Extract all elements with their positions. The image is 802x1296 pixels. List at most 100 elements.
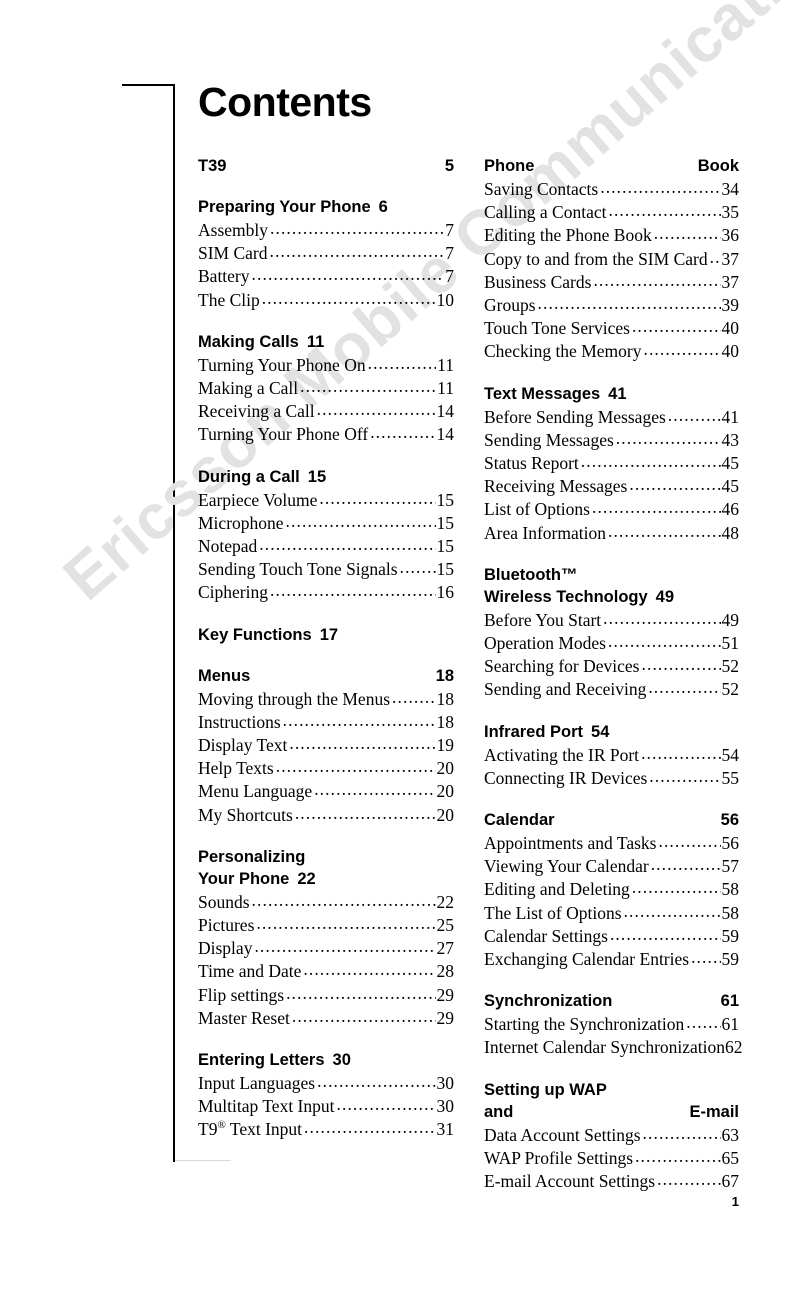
section-heading-page: 6 [378,198,388,216]
dot-leader: ........................................… [317,1071,436,1092]
toc-entry-page: 22 [436,891,455,912]
section-heading-page: 18 [435,666,454,685]
toc-entry[interactable]: Touch Tone Services.....................… [484,316,739,340]
toc-entry-page: 15 [436,489,455,510]
toc-entry[interactable]: Turning Your Phone Off..................… [198,422,455,446]
toc-entry[interactable]: Editing and Deleting....................… [484,877,739,901]
dot-leader: ........................................… [537,293,721,314]
toc-entry[interactable]: WAP Profile Settings....................… [484,1146,739,1170]
section-heading: Key Functions 17 [198,625,454,646]
toc-entry[interactable]: Copy to and from the SIM Card...........… [484,247,740,271]
section-heading-page: 54 [591,722,610,741]
toc-entry-page: 45 [721,453,740,474]
toc-entry-page: 15 [436,512,455,533]
section-heading-page: 49 [655,587,675,606]
dot-leader: ........................................… [269,241,445,262]
toc-entry[interactable]: Calendar Settings.......................… [484,924,739,948]
toc-entry[interactable]: Sounds..................................… [198,890,455,914]
toc-entry[interactable]: Viewing Your Calendar...................… [484,854,739,878]
toc-entry[interactable]: Internet Calendar Synchronization 62 [484,1036,743,1059]
toc-entry[interactable]: Flip settings...........................… [198,983,455,1007]
toc-entry[interactable]: The Clip................................… [198,288,455,312]
toc-entry-page: 19 [436,735,455,756]
dot-leader: ........................................… [641,742,720,763]
toc-entry[interactable]: Making a Call...........................… [198,376,454,400]
toc-entry[interactable]: Display.................................… [198,936,454,960]
toc-entry[interactable]: Instructions............................… [198,710,454,734]
toc-entry[interactable]: Input Languages.........................… [198,1071,454,1095]
toc-entry-title: Making a Call [198,378,299,399]
corner-rule-vertical [173,84,175,1162]
toc-entry[interactable]: Earpiece Volume.........................… [198,488,455,512]
toc-entry[interactable]: Menu Language...........................… [198,779,454,803]
toc-entry[interactable]: The List of Options.....................… [484,901,739,925]
toc-entry[interactable]: Operation Modes.........................… [484,631,739,655]
toc-entry[interactable]: Sending and Receiving...................… [484,677,739,701]
registered-trademark-icon: ® [217,1119,226,1132]
toc-entry[interactable]: Battery.................................… [198,264,454,288]
toc-entry[interactable]: Groups..................................… [484,293,739,317]
toc-entry[interactable]: Searching for Devices...................… [484,654,739,678]
toc-entry[interactable]: Notepad.................................… [198,534,454,558]
toc-entry[interactable]: Help Texts..............................… [198,756,454,780]
toc-entry[interactable]: Calling a Contact.......................… [484,200,739,224]
dot-leader: ........................................… [314,779,435,800]
dot-leader: ........................................… [399,557,436,578]
toc-entry[interactable]: Status Report...........................… [484,451,740,475]
toc-entry[interactable]: Saving Contacts.........................… [484,177,739,201]
toc-entry[interactable]: Moving through the Menus................… [198,687,455,711]
section-heading-text: and [484,1102,514,1121]
toc-entry-page: 29 [436,984,455,1005]
toc-entry[interactable]: Pictures................................… [198,913,454,937]
toc-entry-page: 18 [436,688,455,709]
toc-entry-title: Display Text [198,735,288,756]
toc-entry-title: Editing and Deleting [484,879,630,900]
dot-leader: ........................................… [657,1169,720,1190]
toc-entry[interactable]: Before Sending Messages.................… [484,405,739,429]
toc-entry[interactable]: Assembly................................… [198,218,454,242]
toc-entry[interactable]: Time and Date...........................… [198,959,454,983]
section-heading-page: E-mail [689,1102,739,1121]
toc-entry[interactable]: Sending Messages........................… [484,428,739,452]
dot-leader: ........................................… [650,854,721,875]
toc-entry[interactable]: Microphone..............................… [198,511,455,535]
toc-entry[interactable]: Multitap Text Input.....................… [198,1094,454,1118]
toc-entry-title: Assembly [198,220,268,240]
toc-entry-page: 37 [721,248,740,269]
toc-entry[interactable]: Activating the IR Port..................… [484,742,739,767]
toc-entry-title: Before Sending Messages [484,406,666,427]
toc-entry[interactable]: My Shortcuts............................… [198,803,454,827]
toc-entry[interactable]: Appointments and Tasks..................… [484,831,739,855]
dot-leader: ........................................… [370,422,436,443]
toc-entry-page: 59 [721,949,740,970]
toc-entry-page: 14 [436,424,455,445]
toc-entry-title: Saving Contacts [484,179,599,199]
toc-entry[interactable]: Master Reset............................… [198,1006,454,1030]
toc-entry[interactable]: SIM Card................................… [198,241,454,265]
toc-entry[interactable]: Turning Your Phone On...................… [198,353,454,377]
toc-entry[interactable]: Starting the Synchronization............… [484,1012,739,1036]
toc-entry[interactable]: Area Information........................… [484,521,739,545]
toc-entry[interactable]: Editing the Phone Book..................… [484,223,739,247]
toc-entry-page: 62 [725,1037,743,1058]
toc-entry[interactable]: Connecting IR Devices...................… [484,766,739,790]
toc-entry[interactable]: Display Text............................… [198,733,455,757]
toc-entry-title: Flip settings [198,984,285,1005]
toc-entry[interactable]: Receiving Messages......................… [484,474,739,498]
toc-entry[interactable]: Sending Touch Tone Signals..............… [198,557,454,581]
toc-entry[interactable]: Receiving a Call........................… [198,399,454,423]
toc-entry[interactable]: Business Cards..........................… [484,270,739,294]
toc-entry[interactable]: Ciphering...............................… [198,580,454,604]
toc-entry-title: Activating the IR Port [484,744,640,765]
toc-entry[interactable]: Exchanging Calendar Entries.............… [484,947,740,971]
toc-entry[interactable]: Checking the Memory.....................… [484,339,739,363]
toc-entry-title: List of Options [484,499,590,520]
toc-entry[interactable]: T9® Text Input..........................… [198,1117,454,1141]
toc-entry[interactable]: E-mail Account Settings.................… [484,1169,739,1193]
toc-entry[interactable]: List of Options.........................… [484,497,739,521]
toc-entry[interactable]: Data Account Settings...................… [484,1123,739,1147]
toc-entry-title: Receiving a Call [198,401,315,422]
dot-leader: ........................................… [653,223,721,244]
toc-entry-page: 10 [436,289,455,310]
toc-entry[interactable]: Before You Start........................… [484,608,739,632]
